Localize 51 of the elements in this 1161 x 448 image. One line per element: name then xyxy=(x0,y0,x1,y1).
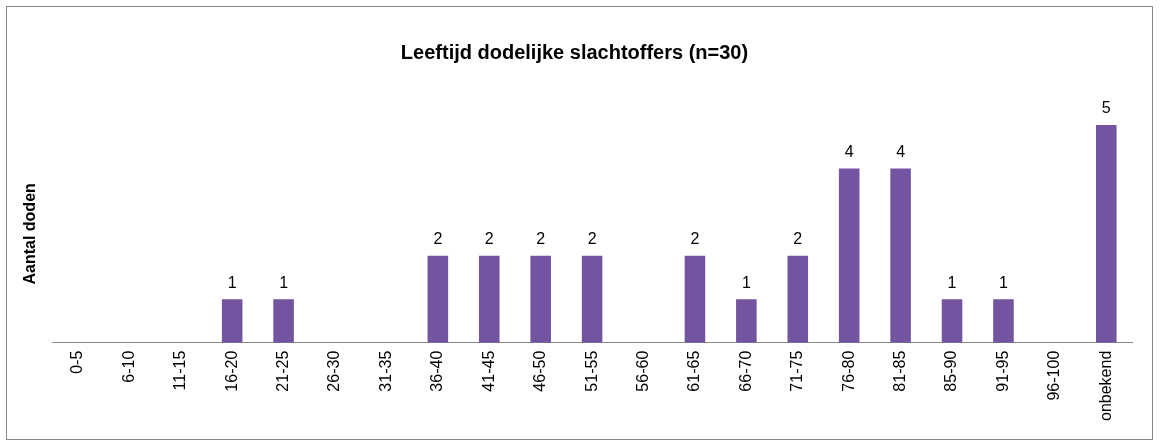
x-tick-label: 81-85 xyxy=(891,350,909,392)
data-label: 2 xyxy=(690,230,700,248)
bar xyxy=(684,255,706,343)
x-tick-label: 51-55 xyxy=(582,350,600,392)
bar xyxy=(993,299,1014,343)
data-label: 1 xyxy=(947,273,957,291)
chart-title: Leeftijd dodelijke slachtoffers (n=30) xyxy=(400,40,749,63)
bar xyxy=(530,255,551,343)
data-label: 2 xyxy=(433,230,443,248)
x-tick-label: 76-80 xyxy=(839,350,857,392)
x-tick-label: 31-35 xyxy=(376,350,394,392)
x-tick-label: 41-45 xyxy=(479,350,497,392)
x-tick-label: 6-10 xyxy=(119,350,137,383)
data-label: 4 xyxy=(896,142,906,160)
bar xyxy=(581,255,603,343)
bar xyxy=(273,299,294,343)
bar xyxy=(941,299,963,343)
x-tick-label: 91-95 xyxy=(993,350,1011,392)
x-tick-label: 46-50 xyxy=(531,350,549,392)
bar xyxy=(221,299,243,343)
x-tick-label: 0-5 xyxy=(68,350,86,374)
bar xyxy=(1096,125,1117,343)
x-tick-label: onbekend xyxy=(1096,350,1114,422)
data-label: 2 xyxy=(793,230,803,248)
data-label: 2 xyxy=(484,230,494,248)
bar xyxy=(427,255,449,343)
data-label: 5 xyxy=(1101,99,1111,117)
x-tick-label: 11-15 xyxy=(171,350,189,391)
bar xyxy=(787,255,809,343)
x-tick-label: 36-40 xyxy=(428,350,446,392)
bar xyxy=(890,168,911,343)
bar xyxy=(736,299,757,343)
data-label: 2 xyxy=(536,230,546,248)
x-tick-label: 16-20 xyxy=(222,350,240,392)
data-label: 1 xyxy=(999,273,1008,291)
x-tick-label: 66-70 xyxy=(736,350,754,392)
x-tick-label: 61-65 xyxy=(685,350,703,392)
data-label: 1 xyxy=(741,273,751,291)
bar xyxy=(838,168,860,343)
x-tick-label: 85-90 xyxy=(942,350,960,392)
x-tick-label: 71-75 xyxy=(788,350,806,392)
x-tick-label: 21-25 xyxy=(273,350,291,392)
bar xyxy=(478,255,500,343)
x-tick-label: 26-30 xyxy=(325,350,343,392)
x-tick-label: 56-60 xyxy=(633,350,651,392)
data-label: 1 xyxy=(279,273,289,291)
y-axis-title: Aantal doden xyxy=(21,183,39,285)
data-label: 2 xyxy=(587,230,597,248)
data-label: 4 xyxy=(844,142,854,160)
x-tick-label: 96-100 xyxy=(1045,350,1063,401)
data-label: 1 xyxy=(227,273,237,291)
